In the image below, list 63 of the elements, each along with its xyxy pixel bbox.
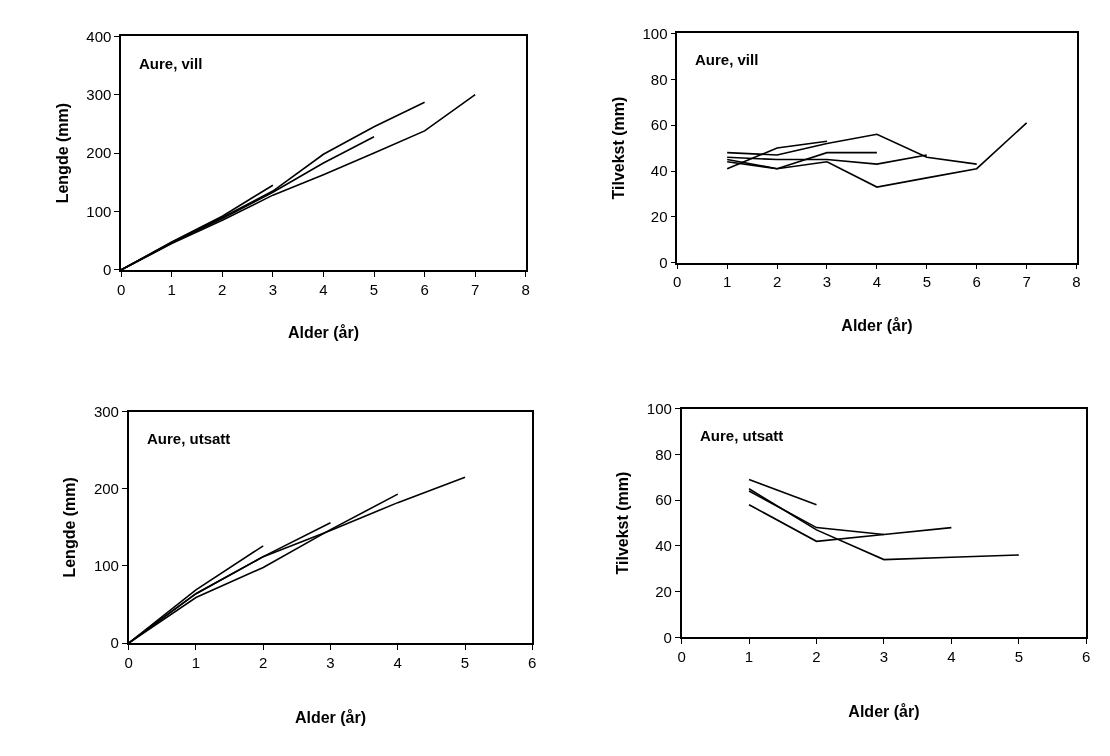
y-axis-title: Tilvekst (mm) xyxy=(609,96,627,200)
x-axis-title: Alder (år) xyxy=(287,323,360,341)
x-tick-label: 4 xyxy=(872,273,882,291)
y-tick-label: 0 xyxy=(659,253,668,271)
x-tick-label: 2 xyxy=(218,280,227,298)
y-tick-label: 200 xyxy=(86,144,112,162)
x-tick-label: 6 xyxy=(420,280,429,298)
y-tick-label: 40 xyxy=(655,537,672,555)
x-tick-label: 1 xyxy=(167,280,176,298)
x-tick-label: 8 xyxy=(521,280,530,298)
x-tick-label: 1 xyxy=(744,648,754,666)
y-tick-label: 100 xyxy=(642,24,668,42)
x-tick-label: 3 xyxy=(879,648,889,666)
x-tick-label: 7 xyxy=(1022,273,1031,291)
x-tick-label: 7 xyxy=(471,280,480,298)
y-axis-title: Tilvekst (mm) xyxy=(614,471,632,575)
y-tick-label: 0 xyxy=(663,628,672,646)
x-tick-label: 4 xyxy=(393,653,402,671)
y-tick-label: 40 xyxy=(650,162,668,180)
y-tick-label: 80 xyxy=(650,70,668,88)
text: Aure, utsatt xyxy=(147,430,231,447)
x-tick-label: 1 xyxy=(723,273,732,291)
x-tick-label: 2 xyxy=(812,648,821,666)
y-tick-label: 300 xyxy=(93,402,119,420)
y-tick-label: 200 xyxy=(93,479,119,497)
y-tick-label: 20 xyxy=(650,208,668,226)
x-tick-label: 0 xyxy=(677,648,686,666)
x-tick-label: 6 xyxy=(528,653,537,671)
y-tick-label: 0 xyxy=(110,634,119,652)
x-tick-label: 3 xyxy=(268,280,278,298)
x-tick-label: 6 xyxy=(1082,648,1091,666)
x-tick-label: 6 xyxy=(972,273,981,291)
x-tick-label: 2 xyxy=(259,653,268,671)
x-tick-label: 5 xyxy=(922,273,931,291)
y-tick-label: 20 xyxy=(655,582,672,600)
x-tick-label: 2 xyxy=(772,273,782,291)
x-axis-title: Alder (år) xyxy=(294,709,367,727)
y-tick-label: 100 xyxy=(86,202,112,220)
y-tick-label: 100 xyxy=(646,399,672,417)
text: Aure, utsatt xyxy=(700,427,784,444)
y-tick-label: 400 xyxy=(86,27,112,45)
y-axis-title: Lengde (mm) xyxy=(61,477,79,578)
x-tick-label: 3 xyxy=(822,273,832,291)
x-tick-label: 5 xyxy=(1014,648,1023,666)
x-tick-label: 8 xyxy=(1072,273,1081,291)
y-tick-label: 60 xyxy=(650,116,668,134)
y-tick-label: 100 xyxy=(93,557,119,575)
x-tick-label: 4 xyxy=(319,280,328,298)
x-tick-label: 5 xyxy=(460,653,470,671)
x-tick-label: 0 xyxy=(124,653,133,671)
text: Aure, vill xyxy=(139,55,203,72)
x-axis-title: Alder (år) xyxy=(841,316,913,334)
y-tick-label: 60 xyxy=(655,491,672,509)
y-tick-label: 300 xyxy=(86,85,112,103)
y-axis-title: Lengde (mm) xyxy=(53,102,71,204)
x-tick-label: 4 xyxy=(947,648,956,666)
x-tick-label: 1 xyxy=(191,653,201,671)
x-axis-title: Alder (år) xyxy=(848,703,920,721)
x-tick-label: 3 xyxy=(326,653,335,671)
y-tick-label: 80 xyxy=(655,445,672,463)
x-tick-label: 5 xyxy=(369,280,379,298)
text: Aure, vill xyxy=(695,51,759,68)
y-tick-label: 0 xyxy=(103,261,112,279)
